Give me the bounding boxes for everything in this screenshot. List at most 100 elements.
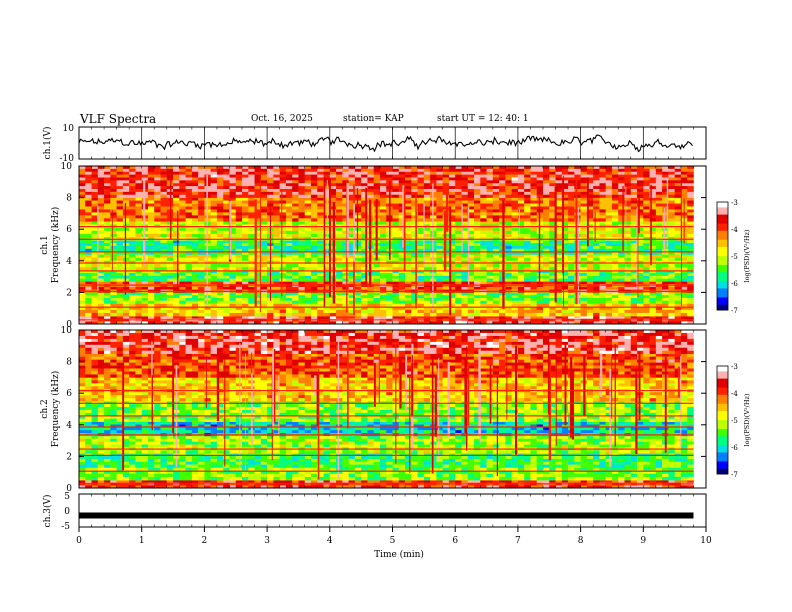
spectrogram-cell bbox=[179, 203, 186, 207]
spectrogram-cell bbox=[455, 263, 462, 268]
spectrogram-cell bbox=[191, 309, 199, 314]
spectrogram-cell bbox=[254, 209, 262, 213]
spectrogram-cell bbox=[317, 270, 324, 274]
spectrogram-cell bbox=[154, 275, 161, 279]
spectrogram-cell bbox=[310, 233, 318, 238]
spectrogram-cell bbox=[116, 183, 124, 187]
spectrogram-cell bbox=[649, 166, 657, 170]
spectrogram-cell bbox=[229, 273, 237, 277]
spectrogram-cell bbox=[97, 197, 105, 201]
spectrogram-cell bbox=[430, 312, 437, 317]
spectrogram-cell bbox=[292, 243, 299, 247]
spectrogram-cell bbox=[542, 251, 550, 255]
spectrogram-cell bbox=[116, 316, 124, 320]
spectrogram-cell bbox=[618, 171, 625, 175]
spectrogram-cell bbox=[392, 281, 400, 285]
spectrogram-cell bbox=[97, 316, 105, 320]
spectrogram-cell bbox=[216, 286, 224, 290]
spectrogram-cell bbox=[354, 243, 362, 247]
spectrogram-cell bbox=[549, 312, 556, 317]
spectrogram-cell bbox=[110, 174, 117, 178]
spectrogram-cell bbox=[310, 209, 318, 213]
spectrogram-cell bbox=[97, 177, 105, 181]
spectrogram-cell bbox=[229, 177, 237, 181]
spectrogram-cell bbox=[160, 254, 168, 258]
spectrogram-cell bbox=[361, 281, 368, 285]
spectrogram-cell bbox=[555, 306, 563, 311]
spectrogram-cell bbox=[486, 303, 494, 307]
spectrogram-cell bbox=[461, 206, 469, 210]
spectrogram-cell bbox=[260, 303, 268, 307]
spectrogram-cell bbox=[405, 300, 412, 304]
spectrogram-cell bbox=[317, 186, 324, 190]
spectrogram-cell bbox=[242, 273, 249, 277]
spectrogram-cell bbox=[448, 281, 456, 285]
spectrogram-cell bbox=[198, 248, 205, 252]
spectrogram-cell bbox=[304, 254, 312, 258]
spectrogram-cell bbox=[536, 183, 544, 187]
spectrogram-cell bbox=[91, 218, 99, 222]
spectrogram-cell bbox=[643, 300, 650, 304]
spectrogram-cell bbox=[129, 303, 136, 307]
spectrogram-cell bbox=[141, 174, 149, 178]
spectrogram-cell bbox=[379, 273, 387, 277]
spectrogram-cell bbox=[561, 221, 569, 225]
spectrogram-cell bbox=[229, 281, 237, 285]
spectrogram-cell bbox=[216, 273, 224, 277]
spectrogram-cell bbox=[411, 306, 418, 311]
spectrogram-cell bbox=[116, 233, 124, 238]
spectrogram-cell bbox=[618, 218, 625, 222]
spectrogram-cell bbox=[549, 263, 556, 268]
spectrogram-cell bbox=[298, 321, 306, 325]
spectrogram-cell bbox=[586, 230, 594, 235]
spectrogram-cell bbox=[354, 183, 362, 187]
spectrogram-cell bbox=[517, 273, 525, 277]
spectrogram-cell bbox=[310, 300, 318, 304]
spectrogram-cell bbox=[505, 240, 512, 244]
spectrogram-cell bbox=[97, 275, 105, 279]
spectrogram-cell bbox=[354, 227, 362, 232]
spectrogram-cell bbox=[104, 174, 111, 178]
spectrogram-cell bbox=[392, 245, 400, 250]
spectrogram-cell bbox=[630, 206, 638, 210]
spectrogram-cell bbox=[643, 306, 650, 311]
spectrogram-cell bbox=[643, 180, 650, 184]
spectrogram-cell bbox=[235, 215, 243, 219]
spectrogram-cell bbox=[511, 278, 519, 282]
spectrogram-cell bbox=[85, 278, 92, 282]
spectrogram-cell bbox=[179, 230, 186, 235]
spectrogram-cell bbox=[336, 278, 343, 282]
spectrogram-cell bbox=[260, 200, 268, 204]
spectrogram-cell bbox=[210, 270, 218, 274]
spectrogram-cell bbox=[160, 309, 168, 314]
spectrogram-cell bbox=[160, 300, 168, 304]
spectrogram-cell bbox=[147, 281, 155, 285]
spectrogram-cell bbox=[599, 254, 606, 258]
spectrogram-cell bbox=[79, 209, 86, 213]
spectrogram-cell bbox=[248, 168, 255, 173]
spectrogram-cell bbox=[599, 215, 606, 219]
spectrogram-cell bbox=[310, 168, 318, 173]
spectrogram-cell bbox=[486, 171, 494, 175]
spectrogram-cell bbox=[580, 254, 588, 258]
spectrogram-cell bbox=[574, 218, 581, 222]
spectrogram-cell bbox=[668, 230, 675, 235]
spectrogram-cell bbox=[530, 203, 538, 207]
spectrogram-cell bbox=[561, 306, 569, 311]
spectrogram-cell bbox=[173, 240, 180, 244]
spectrogram-cell bbox=[655, 221, 663, 225]
spectrogram-cell bbox=[354, 312, 362, 317]
spectrogram-cell bbox=[179, 263, 186, 268]
spectrogram-cell bbox=[517, 248, 525, 252]
ch1-ylabel: ch.1(V) bbox=[42, 127, 53, 160]
spectrogram-cell bbox=[348, 171, 356, 175]
spectrogram-cell bbox=[561, 183, 569, 187]
spectrogram-cell bbox=[480, 292, 487, 296]
spectrogram-cell bbox=[104, 245, 111, 250]
spectrogram-cell bbox=[555, 297, 563, 301]
spectrogram-cell bbox=[505, 174, 512, 178]
spectrogram-cell bbox=[486, 180, 494, 184]
spectrogram-cell bbox=[166, 257, 174, 262]
spectrogram-cell bbox=[104, 297, 111, 301]
